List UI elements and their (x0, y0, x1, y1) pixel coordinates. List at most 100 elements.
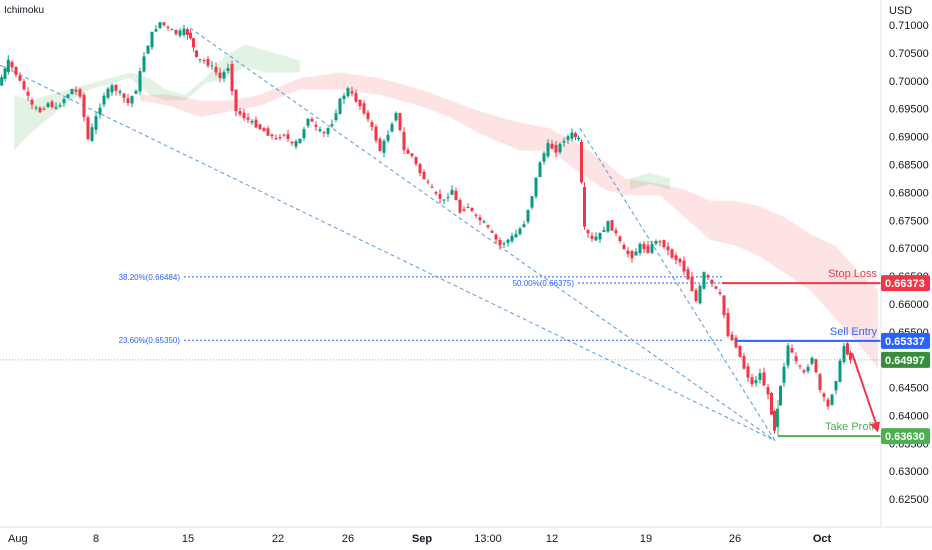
candle-body (162, 22, 166, 26)
time-axis[interactable]: Aug 8 15 22 26 Sep 13:00 12 19 26 Oct (8, 533, 832, 545)
candle-body (514, 234, 518, 238)
candle-body (682, 260, 686, 272)
candle-body (618, 236, 622, 241)
candle-body (610, 220, 614, 231)
candle-body (426, 181, 430, 183)
candle-body (814, 359, 818, 373)
candle-body (590, 235, 594, 239)
candle-body (178, 30, 182, 36)
candle-body (218, 72, 222, 78)
candle-body (362, 103, 366, 114)
candle-body (754, 380, 758, 384)
candle-body (806, 366, 810, 372)
candle-body (830, 394, 834, 405)
candle-body (694, 290, 698, 301)
candle-body (650, 244, 654, 253)
candle-body (310, 118, 314, 122)
candle-body (522, 224, 526, 227)
candle-body (338, 98, 342, 114)
candle-body (290, 141, 294, 144)
candle-body (242, 112, 246, 119)
candle-body (722, 295, 726, 316)
candle-body (130, 96, 134, 104)
level-price-tag-bg (881, 275, 930, 292)
candle-body (490, 231, 494, 233)
candle-body (398, 113, 402, 130)
candle-body (698, 285, 702, 304)
candle-body (22, 81, 26, 90)
candle-body (506, 239, 510, 243)
candle-body (742, 356, 746, 369)
candle-body (562, 141, 566, 143)
candle-body (350, 91, 354, 94)
candle-body (442, 199, 446, 201)
candle-body (580, 141, 583, 183)
candle-body (58, 105, 62, 107)
candle-body (66, 94, 70, 98)
price-tick: 0.66000 (889, 299, 929, 311)
candle-body (102, 95, 106, 105)
candle-body (418, 164, 422, 174)
fibonacci-trend-lines: 38.20%(0.66484) 50.00%(0.66375) 23.60%(0.6… (0, 27, 776, 442)
candle-body (330, 124, 334, 126)
candle-body (234, 89, 238, 112)
candle-body (382, 140, 386, 153)
candle-body (174, 29, 178, 34)
price-tick: 0.62500 (889, 494, 929, 506)
candle-body (566, 136, 570, 140)
trend-line (579, 128, 776, 441)
candle-body (530, 196, 534, 208)
candle-body (546, 143, 550, 157)
candle-body (678, 258, 682, 263)
candle-body (126, 98, 130, 103)
current-price-tag: 0.64997 (885, 355, 925, 367)
level-label: Stop Loss (828, 268, 877, 280)
candle-body (342, 95, 346, 99)
level-price-tag: 0.66373 (885, 278, 925, 290)
fib-label: 38.20%(0.66484) (119, 273, 181, 282)
candle-body (646, 245, 650, 253)
candle-body (470, 207, 474, 211)
candle-body (622, 245, 626, 250)
candle-body (538, 162, 542, 178)
candle-body (82, 94, 86, 118)
candle-body (46, 103, 50, 108)
candle-body (577, 137, 580, 140)
price-tick: 0.68000 (889, 187, 929, 199)
candle-body (779, 386, 782, 406)
candle-body (450, 189, 454, 195)
candle-body (30, 99, 34, 105)
price-axis[interactable]: 0.71000 0.70500 0.70000 0.69500 0.69000 0.685… (889, 20, 929, 506)
candle-body (550, 143, 554, 149)
level-price-tag: 0.63630 (885, 431, 925, 443)
price-tick: 0.69500 (889, 104, 929, 116)
candle-body (710, 279, 714, 284)
candle-body (34, 107, 38, 109)
candle-body (386, 134, 390, 141)
time-tick: 22 (272, 533, 284, 545)
candle-body (810, 358, 814, 364)
indicator-label[interactable]: Ichimoku (4, 5, 44, 16)
candle-body (430, 187, 434, 188)
candle-body (250, 120, 254, 123)
target-arrow (851, 352, 879, 430)
candle-body (394, 113, 398, 121)
candle-body (354, 93, 358, 102)
candle-body (6, 59, 10, 72)
candle-body (826, 399, 830, 407)
candle-body (542, 153, 546, 162)
price-tick: 0.64500 (889, 383, 929, 395)
currency-label: USD (889, 5, 912, 17)
price-tick: 0.70000 (889, 76, 929, 88)
candle-body (726, 313, 730, 336)
candle-body (690, 277, 694, 292)
fib-label: 50.00%(0.66375) (513, 279, 575, 288)
candlesticks (0, 22, 852, 434)
candle-body (246, 117, 250, 120)
candle-body (262, 128, 266, 132)
candle-body (666, 246, 670, 251)
candle-body (358, 99, 362, 107)
candle-body (526, 210, 530, 222)
